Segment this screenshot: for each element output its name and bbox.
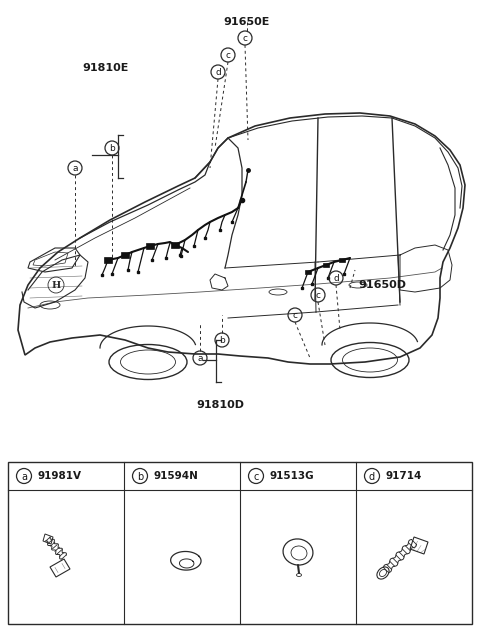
Text: 91981V: 91981V xyxy=(37,471,81,481)
Polygon shape xyxy=(323,263,329,267)
Text: d: d xyxy=(369,471,375,482)
Text: 91513G: 91513G xyxy=(269,471,313,481)
Text: H: H xyxy=(51,280,60,289)
Text: b: b xyxy=(219,336,225,345)
Text: b: b xyxy=(109,144,115,153)
Polygon shape xyxy=(104,257,112,263)
Text: a: a xyxy=(197,354,203,363)
Text: a: a xyxy=(72,164,78,173)
Text: 91650D: 91650D xyxy=(358,280,406,290)
Polygon shape xyxy=(146,243,154,249)
Text: c: c xyxy=(315,291,321,300)
Polygon shape xyxy=(121,252,129,258)
Text: 91594N: 91594N xyxy=(153,471,198,481)
Text: a: a xyxy=(21,471,27,482)
Text: 91810D: 91810D xyxy=(196,400,244,410)
Text: c: c xyxy=(226,51,230,60)
Polygon shape xyxy=(339,258,345,262)
Text: d: d xyxy=(215,68,221,77)
Text: c: c xyxy=(292,311,298,320)
Text: d: d xyxy=(333,274,339,283)
Text: 91714: 91714 xyxy=(385,471,421,481)
Text: 91650E: 91650E xyxy=(224,17,270,27)
Polygon shape xyxy=(171,242,179,248)
Text: b: b xyxy=(137,471,143,482)
Text: c: c xyxy=(242,34,248,43)
Text: 91810E: 91810E xyxy=(82,63,128,73)
Text: c: c xyxy=(253,471,259,482)
Polygon shape xyxy=(305,270,311,274)
